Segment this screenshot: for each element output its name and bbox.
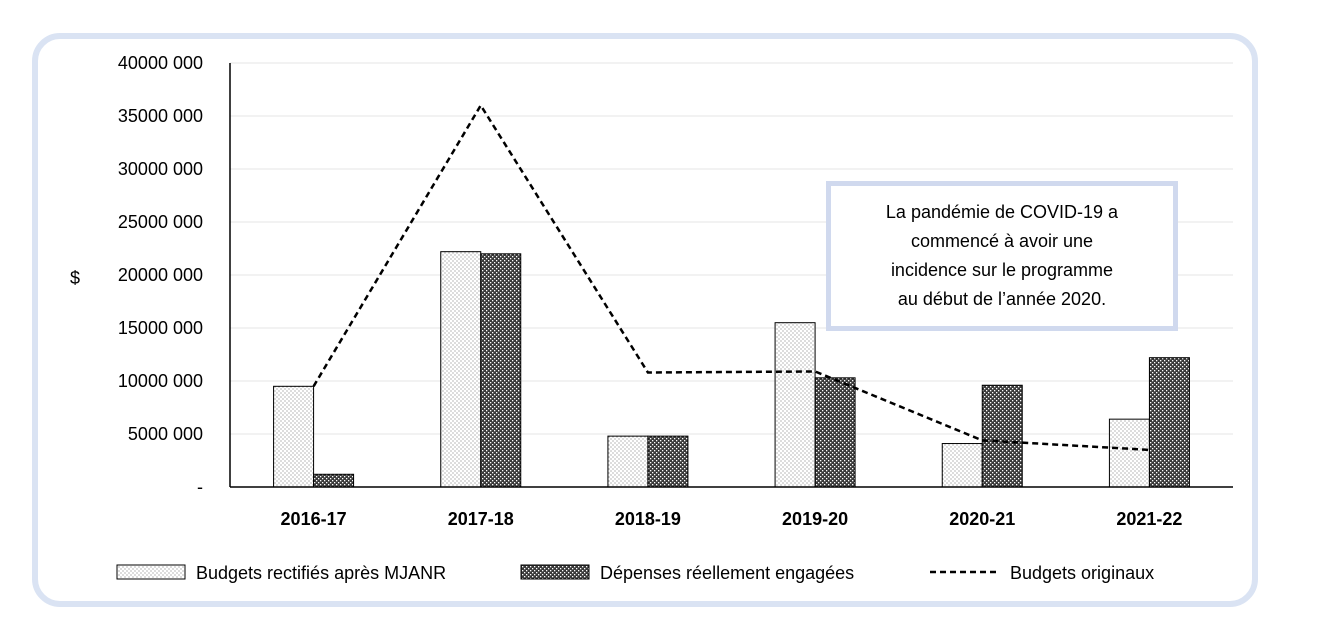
legend-swatch-actual-spending bbox=[520, 564, 590, 580]
bar-actual-spending bbox=[981, 384, 1023, 488]
bar-adjusted-budget bbox=[607, 435, 649, 488]
x-tick-label: 2018-19 bbox=[615, 509, 681, 529]
y-tick-label: 35000 000 bbox=[118, 106, 203, 126]
bar-actual-spending bbox=[480, 253, 522, 488]
line-original-budget bbox=[312, 103, 1150, 452]
y-tick-label: 30000 000 bbox=[118, 159, 203, 179]
x-tick-label: 2016-17 bbox=[281, 509, 347, 529]
bars bbox=[273, 251, 1190, 488]
y-tick-label: 40000 000 bbox=[118, 53, 203, 73]
bar-actual-spending bbox=[647, 435, 689, 488]
legend-label: Budgets rectifiés après MJANR bbox=[196, 563, 446, 583]
y-tick-label: 5000 000 bbox=[128, 424, 203, 444]
axes bbox=[229, 63, 1233, 488]
x-tick-label: 2020-21 bbox=[949, 509, 1015, 529]
y-tick-labels: - 5000 000 10000 000 15000 000 20000 000 2500… bbox=[118, 53, 203, 497]
bar-actual-spending bbox=[814, 377, 856, 488]
chart-frame bbox=[32, 33, 1258, 607]
bar-adjusted-budget bbox=[941, 443, 983, 488]
legend-label: Budgets originaux bbox=[1010, 563, 1154, 583]
y-tick-label: 20000 000 bbox=[118, 265, 203, 285]
x-tick-label: 2019-20 bbox=[782, 509, 848, 529]
x-tick-label: 2021-22 bbox=[1116, 509, 1182, 529]
bar-adjusted-budget bbox=[1108, 418, 1150, 488]
covid-annotation-text: La pandémie de COVID-19 a commencé à avo… bbox=[885, 202, 1119, 309]
x-tick-labels: 2016-17 2017-18 2018-19 2019-20 2020-21 2021-… bbox=[281, 509, 1183, 529]
y-tick-label: 25000 000 bbox=[118, 212, 203, 232]
bar-adjusted-budget bbox=[440, 251, 482, 488]
covid-annotation-box: La pandémie de COVID-19 a commencé à avo… bbox=[826, 181, 1178, 331]
original-budget-line bbox=[312, 103, 1150, 452]
bar-actual-spending bbox=[313, 473, 355, 488]
bar-actual-spending bbox=[1148, 357, 1190, 488]
y-tick-label: 10000 000 bbox=[118, 371, 203, 391]
bar-adjusted-budget bbox=[273, 385, 315, 488]
x-tick-label: 2017-18 bbox=[448, 509, 514, 529]
legend-label: Dépenses réellement engagées bbox=[600, 563, 854, 583]
legend: Budgets rectifiés après MJANR Dépenses ré… bbox=[116, 563, 1154, 583]
bar-adjusted-budget bbox=[774, 322, 816, 488]
y-tick-label: - bbox=[197, 477, 203, 497]
legend-swatch-adjusted-budget bbox=[116, 564, 186, 580]
y-axis-label: $ bbox=[70, 268, 80, 288]
y-tick-label: 15000 000 bbox=[118, 318, 203, 338]
